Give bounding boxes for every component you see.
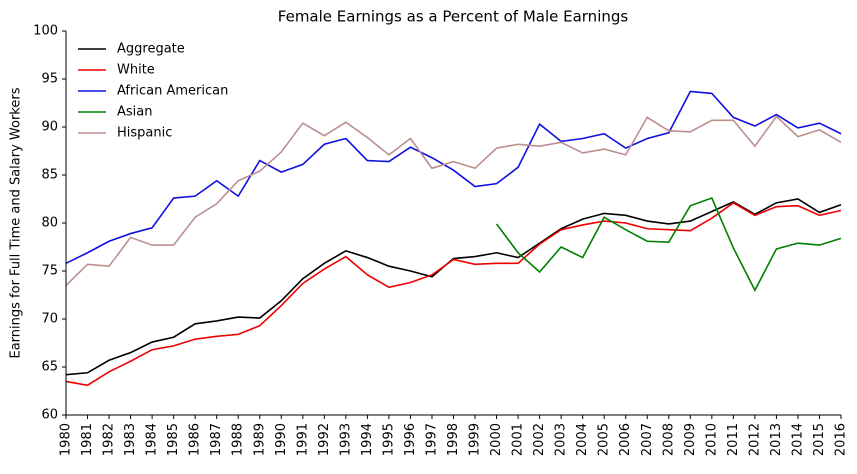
- y-tick-label: 80: [41, 216, 58, 231]
- x-tick-label: 2000: [489, 423, 504, 456]
- x-tick-label: 2013: [769, 423, 784, 456]
- y-tick-label: 65: [41, 360, 58, 375]
- series-line: [65, 90, 842, 265]
- x-tick-label: 2014: [790, 423, 805, 456]
- x-tick-label: 1990: [274, 423, 289, 456]
- x-tick-label: 1980: [59, 423, 74, 456]
- y-tick-label: 100: [33, 24, 58, 39]
- x-tick-label: 2016: [834, 423, 849, 456]
- x-tick-label: 2011: [726, 423, 741, 456]
- series-line: [65, 201, 842, 387]
- y-tick-label: 90: [41, 120, 58, 135]
- x-tick-label: 2005: [597, 423, 612, 456]
- legend-label: White: [117, 63, 155, 78]
- x-tick-label: 2010: [704, 423, 719, 456]
- chart-title: Female Earnings as a Percent of Male Ear…: [278, 8, 629, 26]
- x-tick-label: 1992: [317, 423, 332, 456]
- x-tick-label: 2008: [661, 423, 676, 456]
- x-tick-label: 2009: [683, 423, 698, 456]
- y-tick-label: 85: [41, 168, 58, 183]
- y-tick-label: 60: [41, 408, 58, 423]
- x-tick-label: 1983: [123, 423, 138, 456]
- x-tick-label: 1998: [446, 423, 461, 456]
- x-tick-label: 1987: [209, 423, 224, 456]
- series-line: [65, 198, 842, 376]
- legend-label: Hispanic: [117, 126, 172, 141]
- y-tick-label: 70: [41, 312, 58, 327]
- x-tick-label: 1993: [338, 423, 353, 456]
- x-tick-label: 1981: [80, 423, 95, 456]
- y-axis-label: Earnings for Full Time and Salary Worker…: [9, 87, 24, 358]
- x-tick-label: 1982: [102, 423, 117, 456]
- y-tick-label: 75: [41, 264, 58, 279]
- x-tick-label: 2001: [511, 423, 526, 456]
- legend-label: Asian: [117, 105, 152, 120]
- x-tick-label: 1986: [188, 423, 203, 456]
- x-tick-label: 2007: [640, 423, 655, 456]
- legend-label: Aggregate: [117, 42, 185, 57]
- x-tick-label: 1997: [424, 423, 439, 456]
- series-line: [65, 115, 842, 286]
- x-tick-label: 2015: [812, 423, 827, 456]
- x-tick-label: 1995: [381, 423, 396, 456]
- legend-label: African American: [117, 84, 228, 99]
- x-tick-label: 1994: [360, 423, 375, 456]
- x-tick-label: 2012: [747, 423, 762, 456]
- series-line: [495, 197, 842, 292]
- x-tick-label: 2002: [532, 423, 547, 456]
- x-tick-label: 1985: [166, 423, 181, 456]
- x-tick-label: 1999: [468, 423, 483, 456]
- x-tick-label: 1991: [295, 423, 310, 456]
- x-tick-label: 1988: [231, 423, 246, 456]
- x-tick-label: 1989: [252, 423, 267, 456]
- x-tick-label: 2006: [618, 423, 633, 456]
- x-tick-label: 1996: [403, 423, 418, 456]
- y-tick-label: 95: [41, 72, 58, 87]
- x-tick-label: 1984: [145, 423, 160, 456]
- x-tick-label: 2004: [575, 423, 590, 456]
- x-tick-label: 2003: [554, 423, 569, 456]
